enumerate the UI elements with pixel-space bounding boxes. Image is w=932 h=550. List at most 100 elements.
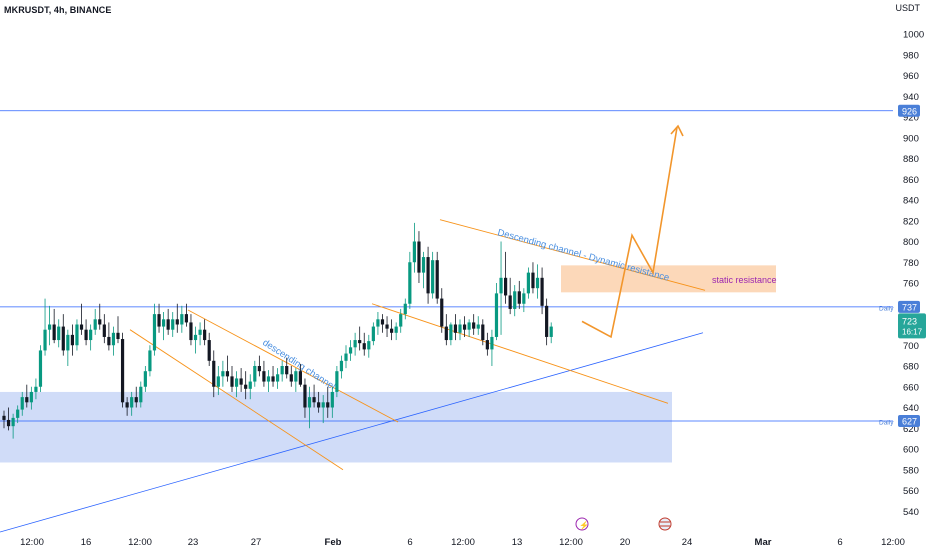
candle-body <box>52 324 56 341</box>
x-tick-label: 12:00 <box>128 537 152 548</box>
candle-body <box>107 336 111 346</box>
candles-group <box>2 222 553 439</box>
candle-body <box>139 386 143 403</box>
candle-body <box>421 257 426 273</box>
candle-body <box>20 397 24 410</box>
static-resistance-zone <box>561 265 776 293</box>
candle-body <box>499 277 503 294</box>
candle-body <box>184 314 188 323</box>
candle-body <box>84 329 88 341</box>
candle-body <box>207 340 211 361</box>
candle-body <box>549 326 553 337</box>
candle-body <box>481 324 485 341</box>
x-tick-label: 12:00 <box>20 537 44 548</box>
candle-body <box>403 303 407 315</box>
candle-body <box>180 314 184 325</box>
candle-body <box>444 326 448 341</box>
candle-body <box>38 350 43 387</box>
candle-body <box>152 314 157 351</box>
candle-body <box>458 324 462 333</box>
candle-body <box>453 324 458 333</box>
current-price-tag <box>898 313 926 339</box>
candle-body <box>193 334 198 341</box>
candle-body <box>472 322 476 329</box>
candle-body <box>162 319 166 327</box>
candle-body <box>11 417 15 427</box>
candle-body <box>175 319 179 325</box>
candle-body <box>43 329 47 351</box>
candle-body <box>98 319 102 325</box>
x-tick-label: 6 <box>407 537 412 548</box>
y-tick-label: 960 <box>903 71 919 82</box>
candle-body <box>239 378 243 385</box>
y-tick-label: 580 <box>903 465 919 476</box>
candle-body <box>531 272 535 289</box>
candle-body <box>166 319 170 330</box>
candle-body <box>61 326 65 351</box>
candle-body <box>417 241 421 273</box>
candle-body <box>367 341 371 350</box>
candle-body <box>330 391 334 408</box>
level-tag-box <box>898 104 920 117</box>
candle-body <box>70 334 74 346</box>
candle-body <box>307 397 312 408</box>
candle-body <box>189 322 193 341</box>
candle-body <box>508 295 512 309</box>
candle-body <box>335 371 339 392</box>
candle-body <box>535 277 540 289</box>
candle-body <box>408 262 412 304</box>
candle-body <box>380 319 385 325</box>
candle-body <box>431 260 435 294</box>
candle-body <box>262 371 266 382</box>
candle-body <box>426 257 430 294</box>
y-tick-label: 780 <box>903 258 919 269</box>
candle-body <box>462 324 467 330</box>
candle-body <box>339 360 344 372</box>
candle-body <box>102 324 106 337</box>
y-tick-label: 820 <box>903 216 919 227</box>
channel1-upper-line <box>187 309 399 423</box>
candle-body <box>134 397 138 403</box>
candle-body <box>25 397 29 403</box>
candle-body <box>303 384 307 408</box>
x-tick-label: 12:00 <box>559 537 583 548</box>
candle-body <box>203 329 207 341</box>
x-tick-label: 24 <box>682 537 693 548</box>
candle-body <box>216 376 220 387</box>
channel1-lower-line <box>129 329 344 471</box>
x-tick-label: Feb <box>325 537 342 548</box>
candle-body <box>344 353 348 361</box>
candle-body <box>412 241 416 263</box>
candle-body <box>476 324 480 329</box>
x-tick-label: 6 <box>837 537 842 548</box>
x-tick-label: 27 <box>251 537 262 548</box>
x-tick-label: 20 <box>620 537 631 548</box>
candle-body <box>490 336 494 350</box>
candle-body <box>234 378 239 387</box>
candle-body <box>2 415 6 420</box>
candle-body <box>371 326 375 342</box>
candle-body <box>257 366 261 372</box>
candle-body <box>390 328 394 333</box>
candle-body <box>467 322 471 330</box>
level-tag-label: 627 <box>902 416 917 426</box>
x-tick-label: 13 <box>512 537 523 548</box>
candle-body <box>285 366 289 375</box>
candle-body <box>485 340 489 350</box>
y-tick-label: 540 <box>903 507 919 518</box>
y-tick-label: 940 <box>903 92 919 103</box>
candle-body <box>230 376 234 387</box>
y-tick-label: 860 <box>903 175 919 186</box>
lightning-event-icon <box>575 517 589 531</box>
candle-body <box>116 332 120 340</box>
level-tag-box <box>898 300 920 313</box>
y-tick-label: 680 <box>903 362 919 373</box>
candle-body <box>66 334 70 351</box>
candle-body <box>312 397 316 403</box>
candle-body <box>294 371 298 382</box>
candle-body <box>253 366 257 382</box>
candle-body <box>358 340 362 344</box>
y-tick-label: 800 <box>903 237 919 248</box>
candle-body <box>57 326 61 341</box>
